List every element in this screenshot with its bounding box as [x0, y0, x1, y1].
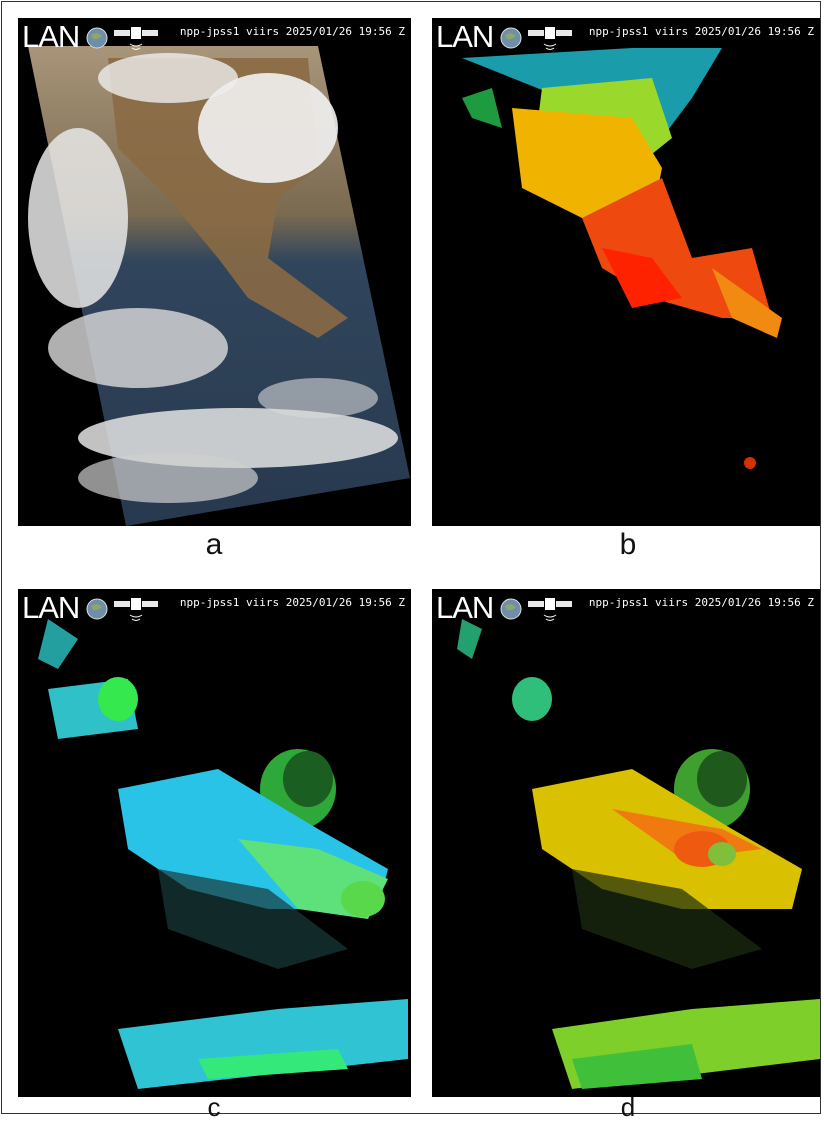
panel-a-caption: a: [205, 528, 223, 561]
timestamp-label: npp-jpss1 viirs 2025/01/26 19:56 Z: [588, 596, 814, 609]
timestamp-label: npp-jpss1 viirs 2025/01/26 19:56 Z: [179, 25, 405, 38]
globe-icon: [500, 27, 522, 49]
satellite-icon: [528, 598, 572, 621]
lan-logo-text: LAN: [436, 19, 494, 54]
lan-logo-text: LAN: [436, 590, 494, 625]
satellite-icon: [114, 27, 158, 50]
lan-logo-text: LAN: [22, 590, 80, 625]
panel-d-caption: d: [620, 1092, 636, 1122]
timestamp-label: npp-jpss1 viirs 2025/01/26 19:56 Z: [179, 596, 405, 609]
ocean-green-orange-satellite-image: [457, 619, 820, 1089]
lan-logo-text: LAN: [22, 19, 80, 54]
panel-d-image: LAN npp-jpss1 viirs 2025/01/26 19:56 Z: [432, 589, 820, 1097]
globe-icon: [86, 27, 108, 49]
panel-c-caption: c: [207, 1092, 221, 1122]
ocean-blue-green-satellite-image: [38, 619, 408, 1089]
panel-b-image: LAN npp-jpss1 viirs 2025/01/26 19:56 Z: [432, 18, 820, 526]
timestamp-label: npp-jpss1 viirs 2025/01/26 19:56 Z: [588, 25, 814, 38]
land-temperature-satellite-image: [462, 48, 782, 469]
panel-b-caption: b: [619, 528, 637, 561]
satellite-icon: [114, 598, 158, 621]
panel-a-image: LAN npp-jpss1 viirs 2025/01/26 19:56 Z: [18, 18, 411, 526]
satellite-icon: [528, 27, 572, 50]
true-color-satellite-image: [28, 46, 410, 526]
globe-icon: [500, 598, 522, 620]
globe-icon: [86, 598, 108, 620]
panel-c-image: LAN npp-jpss1 viirs 2025/01/26 19:56 Z: [18, 589, 411, 1097]
